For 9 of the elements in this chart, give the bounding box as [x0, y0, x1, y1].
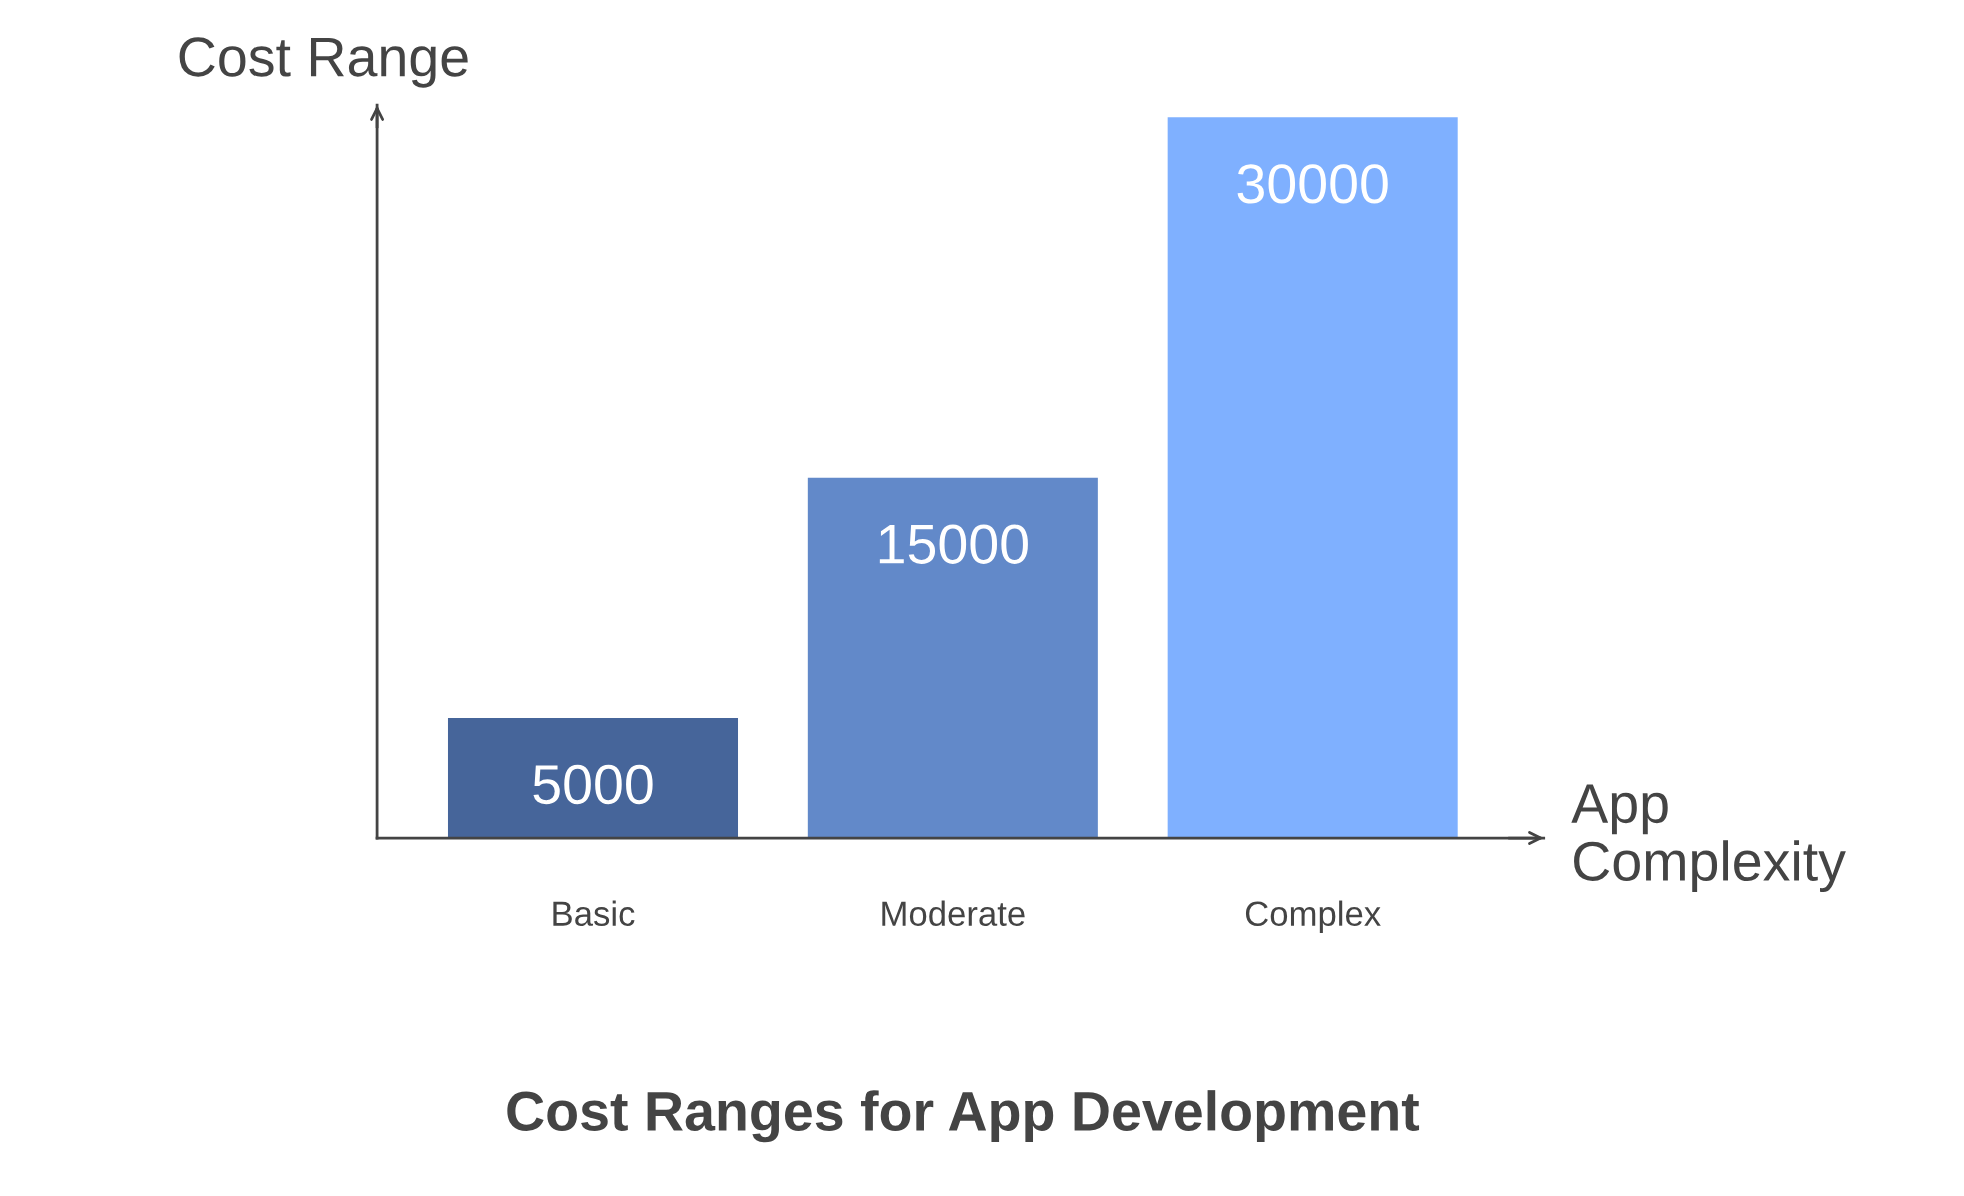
y-axis-title: Cost Range [179, 37, 468, 88]
x-tick-label: Basic [553, 900, 635, 927]
x-axis-title: App Complexity [1571, 784, 1846, 893]
x-tick-label: Moderate [882, 900, 1025, 927]
x-tick-label: Complex [1245, 900, 1381, 933]
data-label: 30000 [1237, 164, 1388, 204]
data-label: 5000 [533, 764, 653, 805]
text: Cost Ranges for App Development [507, 1090, 1420, 1143]
data-label: 15000 [879, 524, 1028, 564]
